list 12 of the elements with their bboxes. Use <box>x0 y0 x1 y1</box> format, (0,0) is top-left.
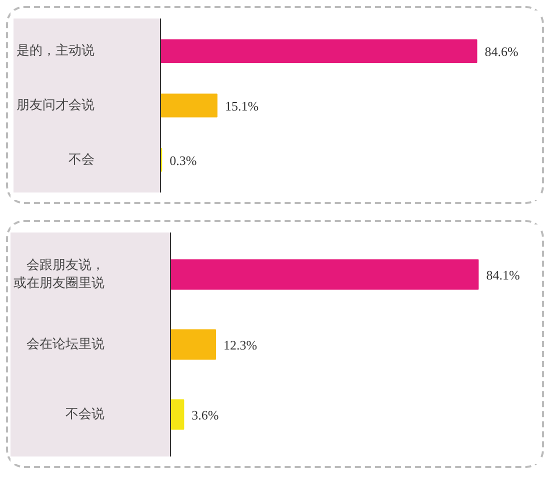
data-label: 84.1% <box>486 268 520 282</box>
data-label: 15.1% <box>224 98 259 114</box>
y-tick-label: 会在论坛里说 <box>26 337 104 352</box>
y-tick-label: 不会 <box>68 152 94 168</box>
data-label: 3.6% <box>192 408 219 422</box>
data-label: 12.3% <box>224 338 258 352</box>
data-label: 84.6% <box>484 44 518 60</box>
y-tick-label: 朋友问才会说 <box>16 98 94 113</box>
y-tick-label: 会跟朋友说，或在朋友圈里说 <box>14 258 104 291</box>
y-tick-label: 是的，主动说 <box>16 42 94 59</box>
y-tick-label: 不会说 <box>66 407 104 422</box>
data-label: 0.3% <box>170 152 197 168</box>
